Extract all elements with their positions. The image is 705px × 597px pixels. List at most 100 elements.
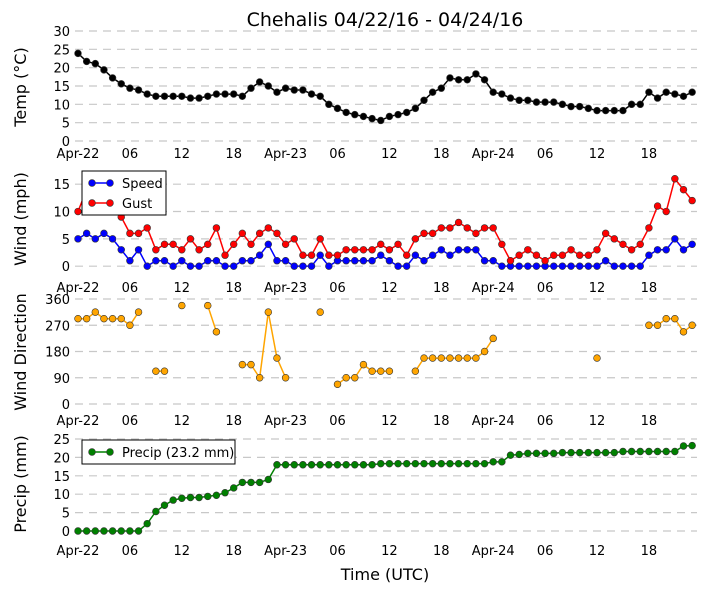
data-point [160,257,169,265]
x-tick-label: 06 [329,281,346,296]
data-point [593,106,601,115]
data-point [645,88,653,96]
data-point [489,257,497,265]
data-point [377,367,385,375]
data-point [316,251,324,259]
y-tick-label: 20 [53,451,70,466]
data-point [325,461,333,469]
data-point [351,257,359,265]
x-tick-label: Apr-24 [472,544,515,559]
x-tick-label: 06 [329,544,346,559]
data-point [671,90,679,98]
data-point [169,240,177,249]
data-point [541,98,549,106]
y-tick-label: 25 [53,433,70,448]
y-axis-label: Precip (mm) [11,435,30,533]
chart-title: Chehalis 04/22/16 - 04/24/16 [247,9,524,31]
legend-marker [88,448,96,456]
data-point [126,527,134,535]
data-point [273,257,281,265]
data-point [506,451,515,459]
data-point [489,88,497,96]
data-point [593,262,601,270]
panel-3: 0 90 180 270 360 Apr-22 06 12 18 Apr-23 06 12 18 Apr-… [11,293,697,429]
data-point [575,102,584,111]
x-tick-label: 18 [225,147,242,162]
panel-1: 0 5 10 15 20 25 30 Apr-22 06 12 18 Apr-23 06 12 18 Apr-… [11,25,697,162]
data-point [307,461,316,469]
data-point [281,257,290,265]
x-tick-label: Apr-22 [57,281,100,296]
data-point [575,251,584,259]
data-point [160,92,169,100]
data-point [688,240,696,249]
y-tick-label: 180 [45,346,70,361]
data-point [186,235,195,243]
y-tick-label: 10 [53,98,70,113]
data-point [342,257,350,265]
data-point [143,262,151,270]
data-point [316,308,324,316]
data-point [480,459,489,468]
x-tick-label: 06 [122,147,139,162]
data-point [160,367,169,375]
x-tick-label: Apr-23 [264,544,307,559]
y-tick-label: 25 [53,43,70,58]
data-point [550,98,558,106]
data-point [394,459,402,468]
data-point [238,229,247,238]
data-point [671,314,679,323]
data-point [247,240,255,249]
legend-marker [106,448,114,456]
x-tick-label: Apr-22 [57,414,100,429]
legend-marker [106,179,114,187]
data-point [178,494,186,502]
x-tick-label: 06 [329,414,346,429]
data-point [325,262,333,270]
panel-2: 0 5 10 15 Apr-22 06 12 18 Apr-23 06 12 18 Apr-24 06 12… [11,170,697,296]
x-tick-label: Apr-24 [472,147,515,162]
data-point [515,96,523,105]
data-point [532,98,541,106]
data-point [117,314,125,323]
data-point [264,240,272,249]
data-point [351,374,359,382]
data-point [316,461,324,469]
data-point [593,246,601,254]
data-point [368,367,376,375]
x-tick-label: 12 [174,544,191,559]
data-point [437,224,445,232]
data-point [428,229,437,238]
x-tick-label: Apr-23 [264,414,307,429]
data-point [359,461,368,469]
data-point [558,100,567,109]
data-point [610,448,618,457]
data-point [178,246,186,254]
data-point [550,251,558,259]
data-point [307,262,316,270]
data-point [558,448,567,457]
data-point [186,493,195,502]
data-point [126,257,134,265]
data-point [454,76,463,84]
data-point [454,246,463,254]
data-point [264,475,272,484]
y-tick-label: 20 [53,62,70,77]
data-point [134,308,143,316]
data-point [472,229,480,238]
y-tick-label: 0 [62,260,70,275]
data-point [186,94,195,102]
data-point [152,92,160,100]
y-tick-label: 15 [53,178,70,193]
data-point [610,235,618,243]
x-tick-label: 18 [641,414,658,429]
data-point [108,235,117,243]
data-point [679,246,688,254]
data-point [91,527,100,535]
data-point [247,257,255,265]
x-tick-label: 12 [381,414,398,429]
x-tick-label: Apr-23 [264,281,307,296]
data-point [472,354,480,362]
data-point [480,224,489,232]
data-point [204,257,212,265]
